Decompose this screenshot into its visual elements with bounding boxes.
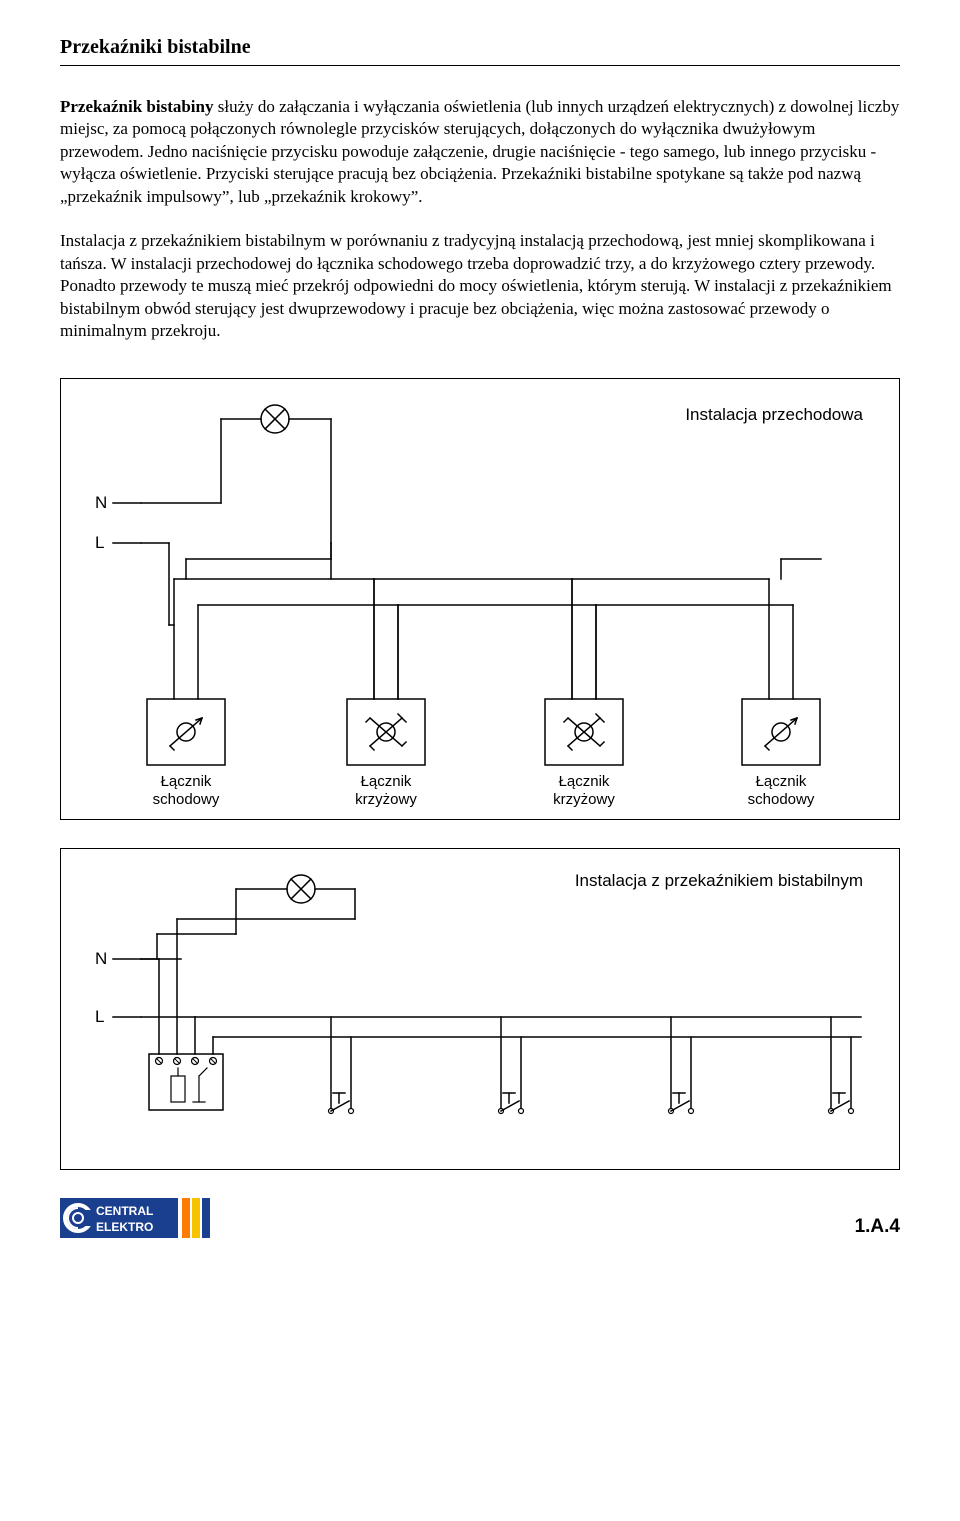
sw3-label: Łącznikkrzyżowy (529, 773, 639, 809)
diagram1-svg: NL (61, 379, 899, 819)
diagram-1-box: Instalacja przechodowa NL Łącznikschodow… (60, 378, 900, 820)
svg-text:ELEKTRO: ELEKTRO (96, 1220, 153, 1234)
svg-text:CENTRAL: CENTRAL (96, 1204, 153, 1218)
svg-text:N: N (95, 949, 107, 968)
sw4-label: Łącznikschodowy (726, 773, 836, 809)
paragraph-1: Przekaźnik bistabiny służy do załączania… (60, 96, 900, 208)
page-title: Przekaźniki bistabilne (60, 36, 900, 59)
diagram2-svg: NL (61, 849, 899, 1169)
diagram-2-box: Instalacja z przekaźnikiem bistabilnym N… (60, 848, 900, 1170)
footer: CENTRAL ELEKTRO 1.A.4 (60, 1198, 900, 1238)
diagram2-title: Instalacja z przekaźnikiem bistabilnym (575, 871, 863, 891)
logo: CENTRAL ELEKTRO (60, 1198, 210, 1238)
svg-text:L: L (95, 533, 104, 552)
svg-text:L: L (95, 1007, 104, 1026)
svg-text:N: N (95, 493, 107, 512)
title-rule (60, 65, 900, 66)
paragraph-2: Instalacja z przekaźnikiem bistabilnym w… (60, 230, 900, 342)
para1-lead: Przekaźnik bistabiny (60, 97, 214, 116)
sw2-label: Łącznikkrzyżowy (331, 773, 441, 809)
sw1-label: Łącznikschodowy (131, 773, 241, 809)
page-number: 1.A.4 (855, 1216, 900, 1238)
diagram1-title: Instalacja przechodowa (685, 405, 863, 425)
